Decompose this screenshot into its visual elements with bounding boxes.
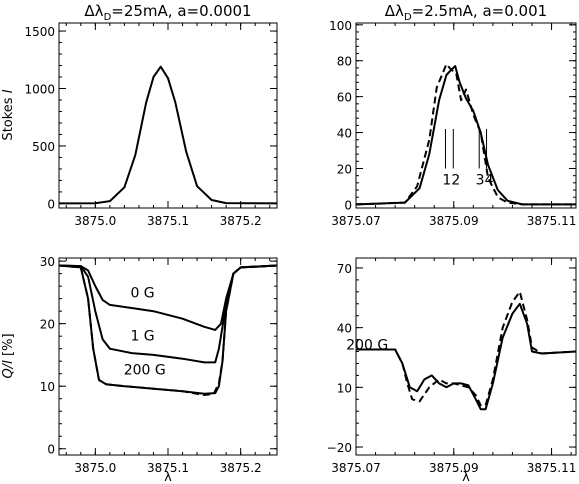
y-tick-label: 0	[47, 197, 55, 211]
annotation-label: 200 G	[124, 362, 166, 378]
series-line	[356, 302, 577, 411]
y-tick-label: 1000	[24, 82, 55, 96]
axis-ticks: 3875.07 3875.09 3875.11 −20 10 40 70	[327, 258, 577, 475]
annotation-label: 1 G	[130, 329, 154, 345]
series-line	[58, 65, 278, 205]
annotation-label: 34	[476, 173, 494, 189]
y-tick-label: 20	[40, 318, 55, 332]
panel-top-left: ΔλD=25mA, a=0.0001 Stokes I 3875.0 3875.1…	[1, 2, 278, 228]
y-tick-label: 60	[337, 91, 352, 105]
axis-ticks: 3875.07 3875.09 3875.11 0 20 40 60 80 100	[329, 19, 576, 228]
series-line-dashed	[356, 290, 577, 407]
y-tick-label: 10	[337, 381, 352, 395]
panel-title: ΔλD=2.5mA, a=0.001	[385, 2, 547, 23]
x-tick-label: 3875.09	[429, 214, 479, 228]
y-axis-label: Q/I [%]	[1, 333, 16, 378]
panel-bottom-right: λ 3875.07 3875.09 3875.11 −20 10 40 70 200 G	[327, 257, 577, 484]
y-tick-label: 0	[344, 198, 352, 212]
panel-top-right: ΔλD=2.5mA, a=0.001 3875.07 3875.09 3875.11…	[329, 2, 577, 228]
plot-frame	[355, 257, 577, 456]
x-tick-label: 3875.2	[220, 461, 262, 475]
y-tick-label: 500	[32, 140, 55, 154]
annotations: 200 G	[346, 338, 388, 354]
y-tick-label: 100	[329, 19, 352, 33]
curves	[58, 264, 278, 396]
y-tick-label: 10	[40, 380, 55, 394]
curves	[58, 65, 278, 205]
y-tick-label: 0	[47, 443, 55, 457]
y-tick-label: 70	[337, 262, 352, 276]
series-line	[58, 264, 278, 395]
x-tick-label: 3875.2	[220, 214, 262, 228]
annotations: 12 34	[442, 173, 493, 189]
plot-frame	[58, 22, 278, 209]
x-tick-label: 3875.07	[331, 214, 381, 228]
x-tick-label: 3875.0	[74, 461, 116, 475]
series-line	[355, 65, 576, 206]
y-tick-label: −20	[327, 441, 352, 455]
annotation-label: 200 G	[346, 338, 388, 354]
y-tick-label: 80	[337, 55, 352, 69]
series-line-dashed	[58, 264, 278, 396]
y-tick-label: 40	[337, 322, 352, 336]
x-tick-label: 3875.09	[429, 461, 479, 475]
x-axis-label: λ	[462, 470, 470, 484]
x-axis-label: λ	[164, 470, 172, 484]
x-tick-label: 3875.1	[147, 214, 189, 228]
curves	[355, 63, 576, 206]
series-line-dashed	[355, 63, 576, 206]
y-axis-label: Stokes I	[1, 89, 16, 140]
annotation-label: 0 G	[130, 285, 154, 301]
panel-title: ΔλD=25mA, a=0.0001	[84, 2, 251, 23]
x-tick-label: 3875.11	[527, 214, 577, 228]
curves	[356, 290, 577, 411]
y-tick-label: 40	[337, 127, 352, 141]
y-tick-label: 20	[337, 162, 352, 176]
annotations: 0 G 1 G 200 G	[124, 285, 166, 378]
x-tick-label: 3875.07	[331, 461, 381, 475]
axis-ticks: 3875.0 3875.1 3875.2 0 500 1000 1500	[24, 23, 277, 228]
x-tick-label: 3875.11	[527, 461, 577, 475]
panel-bottom-left: Q/I [%] λ 3875.0 3875.1 3875.2 0 10 20 30 0 G 1…	[1, 255, 278, 484]
plot-frame	[355, 22, 577, 209]
x-tick-label: 3875.1	[147, 461, 189, 475]
annotation-label: 12	[442, 173, 460, 189]
y-tick-label: 1500	[24, 25, 55, 39]
y-tick-label: 30	[40, 255, 55, 269]
axis-ticks: 3875.0 3875.1 3875.2 0 10 20 30	[40, 255, 277, 475]
x-tick-label: 3875.0	[74, 214, 116, 228]
